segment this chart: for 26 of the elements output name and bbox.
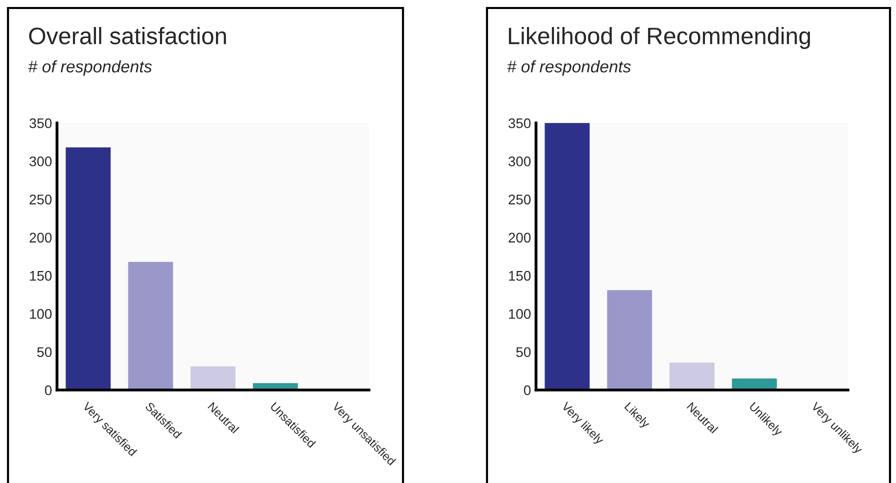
y-tick-label: 200	[30, 232, 52, 243]
chart-subtitle: # of respondents	[507, 60, 631, 76]
chart-title: Likelihood of Recommending	[508, 26, 810, 50]
y-tick-label: 100	[509, 309, 531, 319]
bar	[670, 362, 714, 390]
bar	[66, 147, 111, 390]
chart-title: Overall satisfaction	[29, 26, 226, 44]
y-tick-label: 0	[44, 385, 52, 396]
y-tick-label: 350	[508, 118, 531, 128]
y-tick-label: 250	[508, 194, 531, 204]
y-tick-label: 250	[30, 194, 52, 204]
chart-subtitle: # of respondents	[28, 60, 152, 76]
y-tick-label: 150	[30, 270, 52, 281]
bar	[190, 366, 236, 390]
y-tick-label: 200	[508, 232, 531, 243]
bar	[544, 123, 590, 390]
y-tick-label: 50	[37, 347, 52, 358]
y-tick-label: 350	[30, 118, 52, 128]
y-tick-label: 300	[30, 156, 52, 166]
bar	[607, 290, 652, 390]
y-tick-label: 50	[516, 347, 531, 358]
y-tick-label: 300	[508, 156, 531, 166]
y-tick-label: 0	[524, 385, 531, 396]
y-tick-label: 150	[509, 270, 531, 281]
bar	[128, 262, 174, 390]
y-tick-label: 100	[30, 309, 52, 319]
